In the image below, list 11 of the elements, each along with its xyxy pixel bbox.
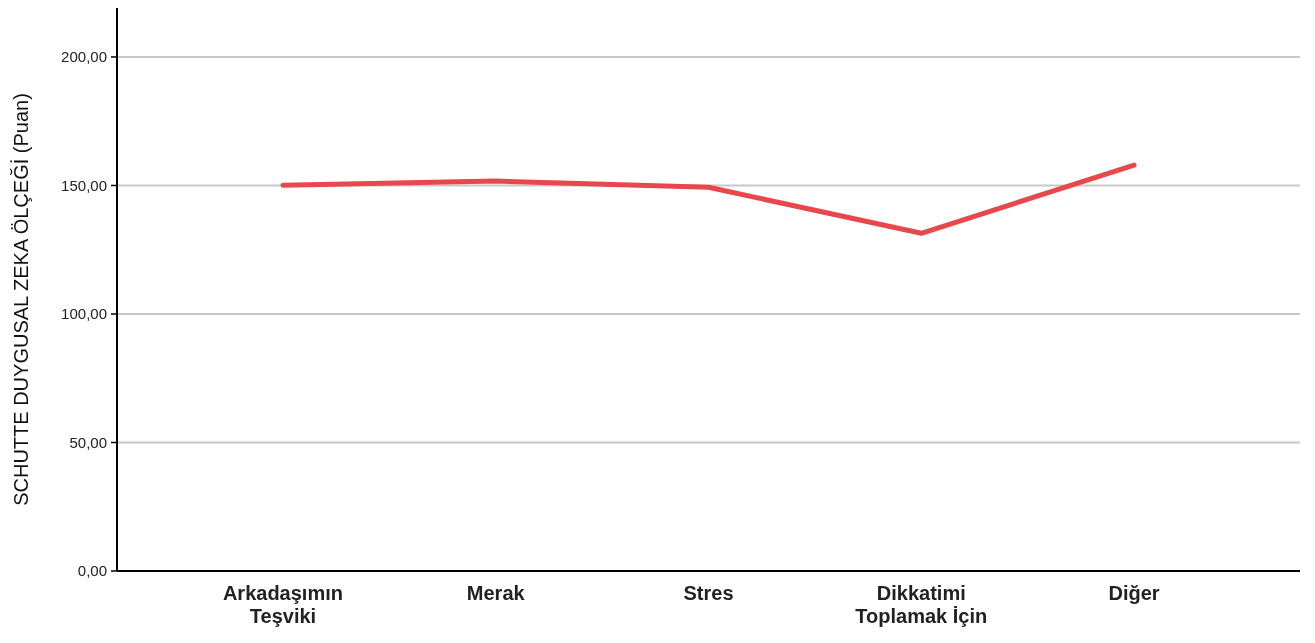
x-tick-label: Merak xyxy=(466,582,526,604)
y-axis-title: SCHUTTE DUYGUSAL ZEKA ÖLÇEĞİ (Puan) xyxy=(10,93,32,506)
y-tick-label: 100,00 xyxy=(61,305,107,323)
y-tick-label: 200,00 xyxy=(61,48,107,66)
x-tick-label: Arkadaşımın Teşviki xyxy=(222,582,343,627)
y-tick-label: 150,00 xyxy=(61,176,107,194)
y-tick-label: 50,00 xyxy=(69,433,107,451)
x-tick-label: Dikkatimi Toplamak İçin xyxy=(855,582,988,627)
x-tick-label: Stres xyxy=(683,582,734,604)
y-tick-label: 0,00 xyxy=(77,562,107,580)
x-tick-label: Diğer xyxy=(1108,582,1160,604)
